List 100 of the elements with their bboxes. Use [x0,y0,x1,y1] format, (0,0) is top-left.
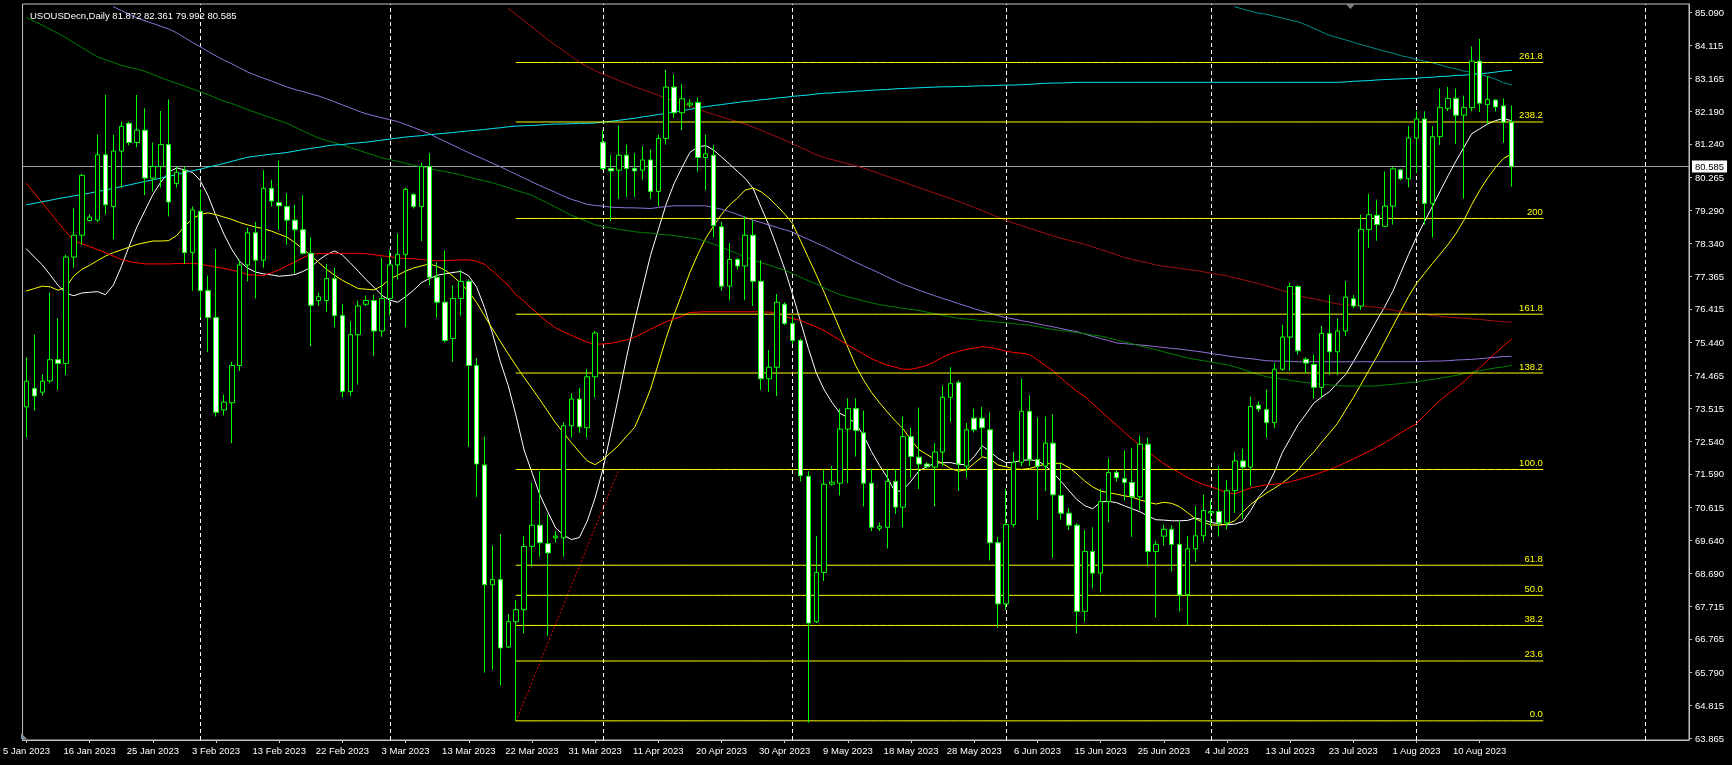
candlestick [995,536,1001,629]
x-tick-label: 23 Jul 2023 [1328,744,1378,756]
candlestick [821,469,827,582]
candlestick [758,259,764,391]
x-tick-label: 28 May 2023 [946,744,1002,756]
y-tick-label: 69.640 [1695,535,1725,547]
candlestick [1343,280,1348,337]
candlestick [119,121,124,189]
candlestick [442,250,448,344]
candlestick [711,144,716,238]
x-tick-label: 13 Feb 2023 [252,744,306,756]
line-series [26,183,1512,495]
candlestick [1303,356,1309,374]
candlestick [529,481,535,568]
candlestick [1406,125,1411,188]
candlestick [845,397,851,484]
x-tick-label: 18 May 2023 [883,744,939,756]
candlestick [190,205,195,292]
candlestick [32,334,37,412]
candlestick [245,227,250,282]
y-tick-label: 84.115 [1695,40,1724,52]
candlestick [663,69,669,146]
series-label: 161.8 [1519,301,1543,313]
candlestick [829,465,835,487]
x-tick-label: 9 May 2023 [823,744,873,756]
candlestick [458,269,464,317]
candlestick [1469,45,1475,112]
candlestick [371,294,377,357]
candlestick [1272,362,1277,429]
series-label: 238.2 [1519,109,1543,121]
line-series [507,7,1512,323]
candlestick [237,259,242,372]
candlestick [1193,505,1198,563]
candlestick [632,152,637,198]
candlestick [948,366,953,423]
y-tick-label: 66.765 [1695,633,1725,645]
candlestick [1074,523,1080,634]
candlestick [482,436,487,674]
x-tick-label: 13 Jul 2023 [1265,744,1315,756]
candlestick [79,173,85,246]
candlestick [221,394,227,416]
candlestick [40,373,45,397]
candlestick [971,408,977,434]
candlestick [1477,38,1482,113]
y-tick-label: 73.515 [1695,402,1725,414]
candlestick [1430,125,1435,239]
candlestick [158,110,164,189]
candlestick [474,357,479,498]
candlestick [1382,171,1388,228]
x-tick-label: 20 Apr 2023 [695,744,748,756]
candlestick [87,213,92,222]
candlestick [513,599,519,722]
candlestick [940,385,945,467]
candlestick [1035,416,1040,521]
candlestick [1003,488,1009,611]
candlestick [679,83,685,131]
candlestick [419,162,424,242]
candlestick [1319,325,1324,399]
candlestick [853,397,859,457]
series-label: 138.2 [1519,360,1543,372]
candlestick [1208,500,1214,528]
candlestick [1414,110,1419,174]
y-tick-label: 81.240 [1695,138,1725,150]
candlestick [1011,451,1016,528]
candlestick [1122,450,1127,502]
candlestick [1374,199,1380,242]
x-tick-label: 31 Mar 2023 [568,744,622,756]
candlestick [561,421,566,558]
candlestick [142,107,148,196]
candlestick [300,194,306,255]
candlestick [1114,469,1119,482]
candlestick [1287,282,1293,372]
candlestick [1082,529,1088,623]
x-tick-label: 16 Jan 2023 [63,744,116,756]
x-tick-label: 5 Jan 2023 [2,744,51,756]
candlestick [1090,526,1095,589]
x-tick-label: 30 Apr 2023 [759,744,811,756]
series-label: 200 [1527,205,1543,217]
candlestick [956,380,961,492]
candlestick [979,406,985,457]
series-label: 38.2 [1524,612,1543,624]
candlestick [355,300,361,386]
candlestick [1493,98,1498,112]
candlestick [569,392,574,438]
candlestick [434,261,440,319]
candlestick [150,142,156,192]
candlestick [1224,479,1230,530]
candlestick [55,317,61,391]
candlestick [103,94,108,215]
candlestick [411,192,416,210]
candlestick [1098,488,1103,593]
candlestick [648,148,653,200]
candlestick [900,415,906,528]
candlestick [24,356,29,438]
candlestick [656,134,661,207]
series-label: 261.8 [1519,49,1543,61]
candlestick [750,219,756,307]
x-tick-label: 22 Feb 2023 [315,744,370,756]
y-tick-label: 79.290 [1695,205,1725,217]
candlestick [766,349,772,393]
